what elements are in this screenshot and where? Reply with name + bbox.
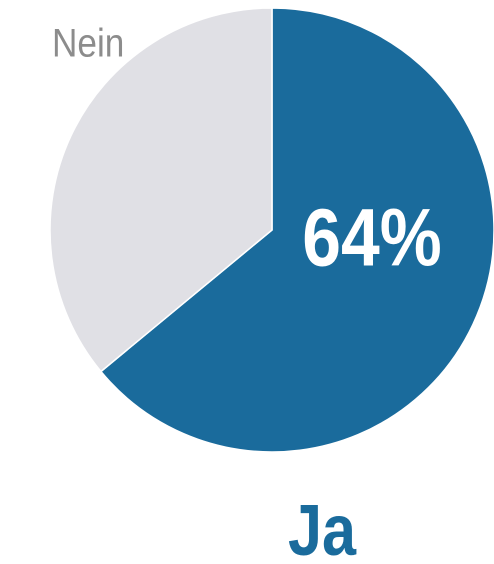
value-label: 64% [302,192,441,284]
category-label: Ja [288,491,357,564]
category-label: Nein [52,20,124,65]
pie-slice [49,7,273,373]
pie-slice [99,7,494,453]
